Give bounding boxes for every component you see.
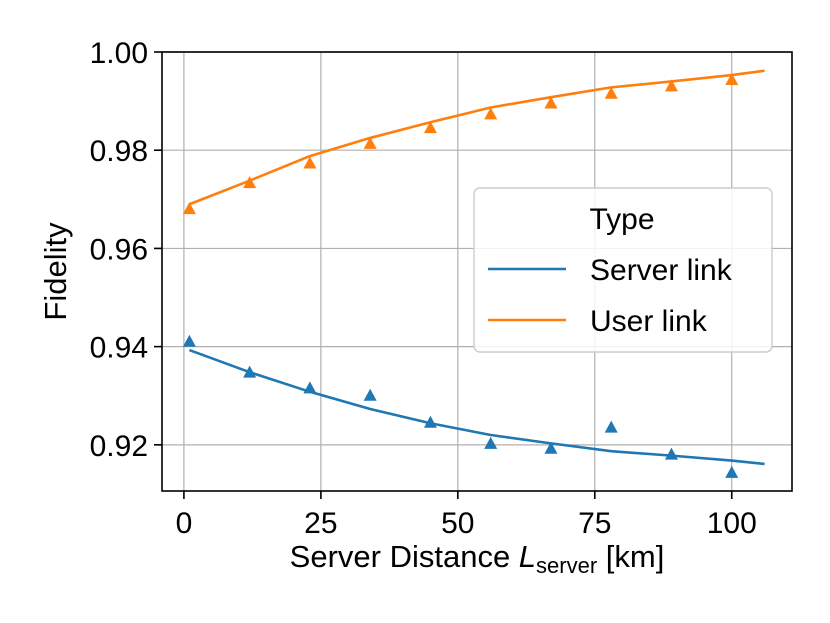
data-point-user-link <box>363 136 377 149</box>
x-tick-label: 100 <box>707 507 757 540</box>
data-point-server-link <box>243 365 257 378</box>
x-tick-label: 75 <box>578 507 611 540</box>
data-point-server-link <box>303 381 317 394</box>
x-tick-label: 0 <box>176 507 193 540</box>
y-tick-label: 0.98 <box>90 135 148 168</box>
x-axis-label: Server Distance Lserver [km] <box>290 539 665 578</box>
data-point-user-link <box>423 121 437 134</box>
legend-title: Type <box>589 203 654 236</box>
data-point-user-link <box>725 72 739 85</box>
x-axis-label-variable: L <box>519 539 536 574</box>
data-point-user-link <box>484 107 498 120</box>
data-point-server-link <box>182 334 196 347</box>
data-point-server-link <box>363 388 377 401</box>
y-tick-label: 0.94 <box>90 332 148 365</box>
data-point-server-link <box>604 420 618 433</box>
axis-ticks: 0 25 50 75 100 0.92 0.94 0.96 0.98 1.00 <box>90 37 757 540</box>
y-tick-label: 0.96 <box>90 233 148 266</box>
data-point-server-link <box>484 436 498 449</box>
series-layer <box>182 69 765 478</box>
data-point-user-link <box>604 86 618 99</box>
data-point-server-link <box>423 415 437 428</box>
data-point-user-link <box>303 156 317 169</box>
data-point-user-link <box>243 176 257 189</box>
data-point-server-link <box>725 465 739 478</box>
legend-label-server-link: Server link <box>590 254 733 287</box>
legend-box <box>473 187 773 353</box>
y-axis-label: Fidelity <box>38 222 73 321</box>
legend: Type Server link User link <box>473 187 773 353</box>
series-line-server-link <box>188 348 765 466</box>
data-point-user-link <box>544 96 558 109</box>
data-point-server-link <box>664 447 678 460</box>
plot-frame <box>161 51 793 492</box>
data-point-server-link <box>544 441 558 454</box>
y-tick-label: 1.00 <box>90 37 148 70</box>
x-axis-label-unit: [km] <box>597 539 664 574</box>
x-tick-label: 25 <box>304 507 337 540</box>
x-tick-label: 50 <box>441 507 474 540</box>
x-axis-label-main: Server Distance <box>290 539 519 574</box>
data-point-user-link <box>664 79 678 92</box>
data-point-user-link <box>182 202 196 215</box>
legend-label-user-link: User link <box>590 305 708 338</box>
y-tick-label: 0.92 <box>90 430 148 463</box>
x-axis-label-subscript: server <box>536 553 597 578</box>
